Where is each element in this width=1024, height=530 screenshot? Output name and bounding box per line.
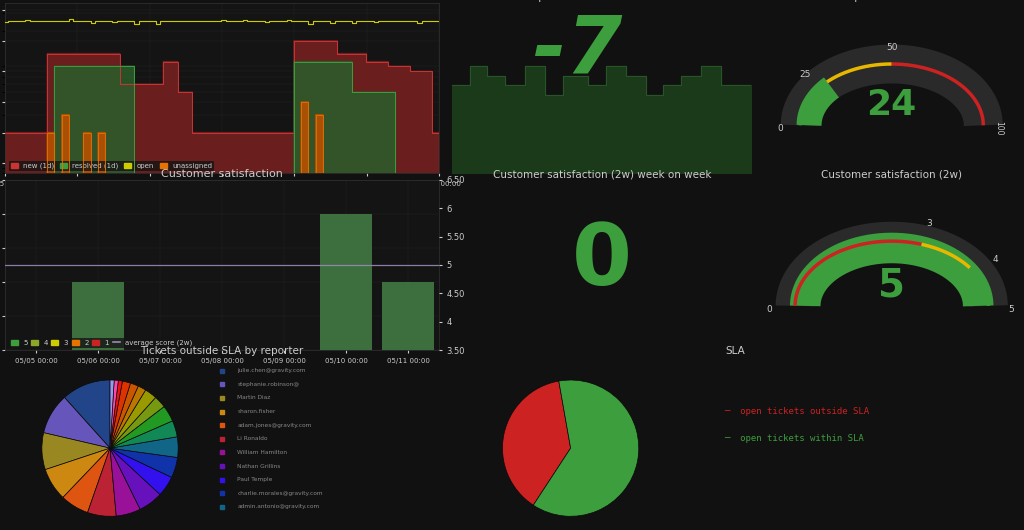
Wedge shape [42, 432, 110, 470]
Title: Tickets: Tickets [203, 0, 242, 2]
Text: Martin Diaz: Martin Diaz [238, 395, 270, 400]
Legend: new (1d), resolved (1d), open, unassigned: new (1d), resolved (1d), open, unassigne… [8, 161, 214, 171]
Wedge shape [110, 398, 164, 448]
Wedge shape [110, 381, 130, 448]
Bar [72, 282, 125, 350]
Wedge shape [110, 448, 140, 516]
Wedge shape [110, 421, 177, 448]
Text: adam.jones@gravity.com: adam.jones@gravity.com [238, 422, 311, 428]
Wedge shape [534, 380, 639, 516]
Text: 5: 5 [879, 267, 905, 304]
Text: julie.chen@gravity.com: julie.chen@gravity.com [238, 368, 306, 373]
Text: 0: 0 [571, 220, 632, 303]
Text: 4: 4 [992, 255, 998, 264]
Title: Customer satisfaction (2w) week on week: Customer satisfaction (2w) week on week [493, 169, 711, 179]
Text: 24: 24 [866, 88, 916, 122]
Text: ─  open tickets within SLA: ─ open tickets within SLA [724, 434, 864, 443]
Wedge shape [110, 390, 156, 448]
Text: charlie.morales@gravity.com: charlie.morales@gravity.com [238, 491, 323, 496]
Wedge shape [110, 448, 160, 509]
Title: Customer satisfaction (2w): Customer satisfaction (2w) [821, 169, 963, 179]
Title: Open tickets now: Open tickets now [847, 0, 937, 2]
Wedge shape [65, 380, 110, 448]
Text: admin.antonio@gravity.com: admin.antonio@gravity.com [238, 505, 319, 509]
Text: Paul Temple: Paul Temple [238, 477, 272, 482]
Text: William Hamilton: William Hamilton [238, 450, 288, 455]
Text: sharon.fisher: sharon.fisher [238, 409, 275, 414]
Text: Nathan Grillins: Nathan Grillins [238, 464, 281, 469]
Title: Open tickets week on week: Open tickets week on week [530, 0, 674, 2]
Text: 50: 50 [886, 43, 897, 52]
Bar [382, 282, 434, 350]
Wedge shape [62, 448, 110, 513]
Legend: 5, 4, 3, 2, 1, average score (2w): 5, 4, 3, 2, 1, average score (2w) [8, 338, 195, 348]
Wedge shape [110, 381, 123, 448]
Text: 3: 3 [927, 219, 932, 228]
Title: Tickets outside SLA by reporter: Tickets outside SLA by reporter [140, 346, 304, 356]
Bar [319, 214, 373, 350]
Wedge shape [88, 448, 117, 516]
Wedge shape [110, 386, 145, 448]
Wedge shape [110, 437, 178, 457]
Wedge shape [503, 381, 570, 505]
Wedge shape [110, 380, 119, 448]
Text: 0: 0 [777, 124, 782, 133]
Wedge shape [110, 448, 172, 494]
Wedge shape [110, 448, 177, 478]
Text: 0: 0 [767, 305, 772, 314]
Wedge shape [110, 383, 138, 448]
Text: -7: -7 [534, 11, 623, 90]
Text: stephanie.robinson@: stephanie.robinson@ [238, 382, 299, 387]
Text: 100: 100 [994, 121, 1004, 136]
Wedge shape [110, 407, 172, 448]
Text: 5: 5 [1009, 305, 1014, 314]
Title: SLA: SLA [726, 346, 745, 356]
Text: 25: 25 [800, 70, 811, 79]
Wedge shape [110, 380, 115, 448]
Wedge shape [45, 448, 110, 498]
Title: Customer satisfaction: Customer satisfaction [161, 169, 283, 179]
Text: Li Ronaldo: Li Ronaldo [238, 436, 267, 441]
Wedge shape [44, 398, 110, 448]
Text: ─  open tickets outside SLA: ─ open tickets outside SLA [724, 407, 869, 416]
